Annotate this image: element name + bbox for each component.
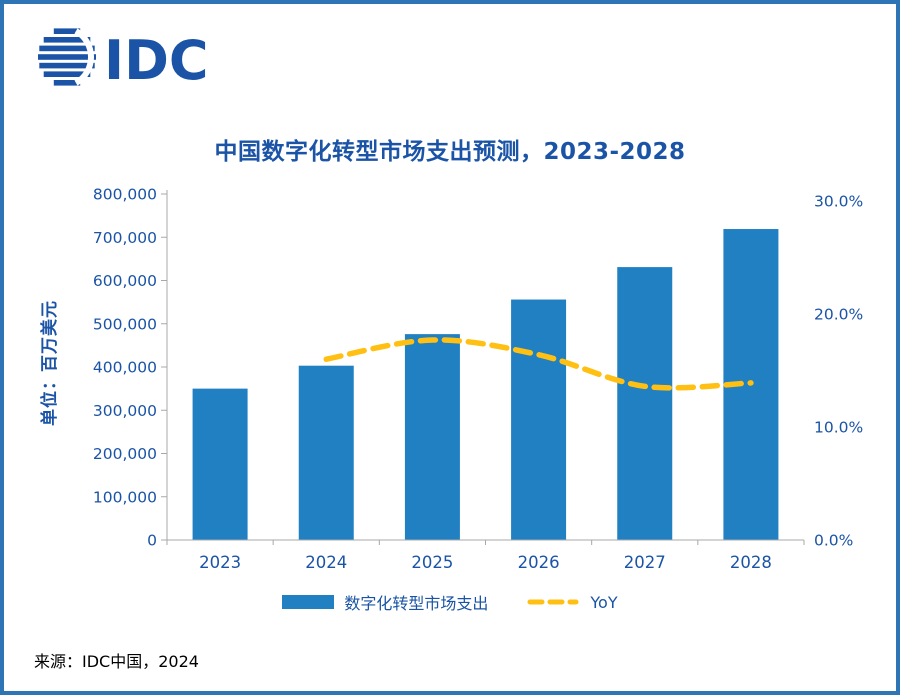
idc-globe-icon: IDC — [38, 28, 209, 92]
left-axis-tick-label: 600,000 — [93, 272, 157, 290]
legend-line-swatch — [527, 599, 579, 605]
left-axis-tick-label: 500,000 — [93, 315, 157, 333]
right-axis-tick-label: 10.0% — [814, 419, 863, 437]
left-axis-tick-label: 100,000 — [93, 488, 157, 506]
x-axis-label-2028: 2028 — [730, 553, 772, 572]
left-axis-tick-label: 700,000 — [93, 229, 157, 247]
idc-logo-text: IDC — [104, 29, 209, 90]
legend-item-yoy: YoY — [526, 592, 618, 612]
right-axis-tick-label: 0.0% — [814, 532, 853, 550]
right-axis-tick-label: 20.0% — [814, 306, 863, 324]
x-axis-label-2027: 2027 — [624, 553, 666, 572]
x-axis-label-2023: 2023 — [199, 553, 241, 572]
x-axis-label-2024: 2024 — [305, 553, 347, 572]
source-note: 来源：IDC中国，2024 — [34, 652, 199, 671]
bar-2027 — [617, 267, 673, 540]
yoy-line — [323, 337, 754, 391]
bar-2026 — [511, 299, 567, 540]
chart-title: 中国数字化转型市场支出预测，2023-2028 — [214, 139, 686, 165]
bar-2023 — [192, 388, 248, 540]
x-axis-label-2026: 2026 — [518, 553, 560, 572]
idc-logo: IDC — [34, 24, 234, 92]
left-axis-tick-label: 300,000 — [93, 402, 157, 420]
chart-canvas: 0 100,000 200,000 300,000 400,000 500,000 600,… — [93, 186, 863, 573]
chart-legend: 数字化转型市场支出 YoY — [4, 590, 896, 614]
right-axis-tick-label: 30.0% — [814, 193, 863, 211]
left-axis-tick-label: 400,000 — [93, 359, 157, 377]
legend-bar-label: 数字化转型市场支出 — [344, 594, 489, 613]
bar-2024 — [298, 365, 354, 540]
left-axis-tick-label: 200,000 — [93, 445, 157, 463]
left-axis-tick-label: 800,000 — [93, 186, 157, 204]
x-axis-label-2025: 2025 — [411, 553, 453, 572]
bar-2025 — [404, 334, 460, 540]
legend-bar-swatch — [282, 595, 335, 609]
legend-line-label: YoY — [590, 592, 618, 612]
left-axis-tick-label: 0 — [147, 532, 157, 550]
legend-item-spending: 数字化转型市场支出 — [282, 590, 488, 614]
